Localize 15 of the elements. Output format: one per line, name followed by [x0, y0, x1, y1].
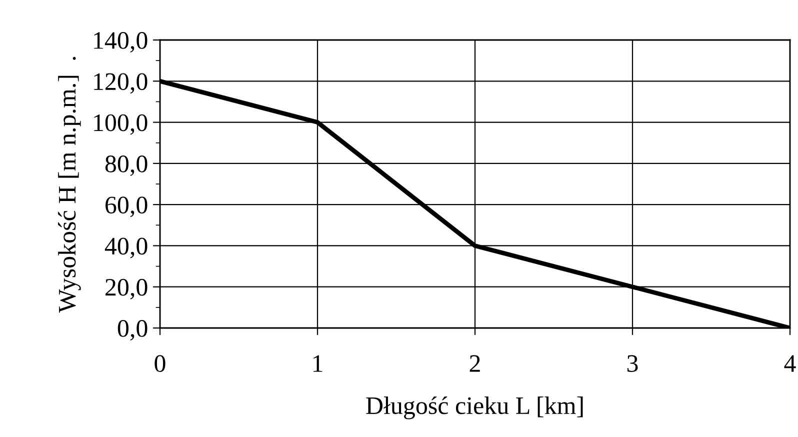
y-tick-label: 40,0	[104, 238, 148, 258]
x-tick-label: 3	[627, 355, 638, 372]
y-tick-label: 60,0	[106, 196, 148, 218]
x-tick-label: 4	[784, 355, 796, 372]
x-tick-label: 1	[313, 355, 322, 372]
y-tick-label: 100,0	[94, 114, 148, 135]
x-tick-label: 2	[470, 355, 480, 372]
y-axis-title: Wysokość H [m n.p.m.] .	[58, 56, 81, 313]
y-tick-label: 120,0	[94, 73, 148, 94]
y-tick-label: 140,0	[94, 32, 148, 53]
x-axis-title: Długość cieku L [km]	[366, 396, 583, 420]
x-tick-label: 0	[154, 355, 166, 372]
y-tick-label: 20,0	[106, 278, 148, 300]
y-tick-label: 0,0	[118, 320, 148, 341]
y-tick-label: 80,0	[105, 155, 148, 176]
